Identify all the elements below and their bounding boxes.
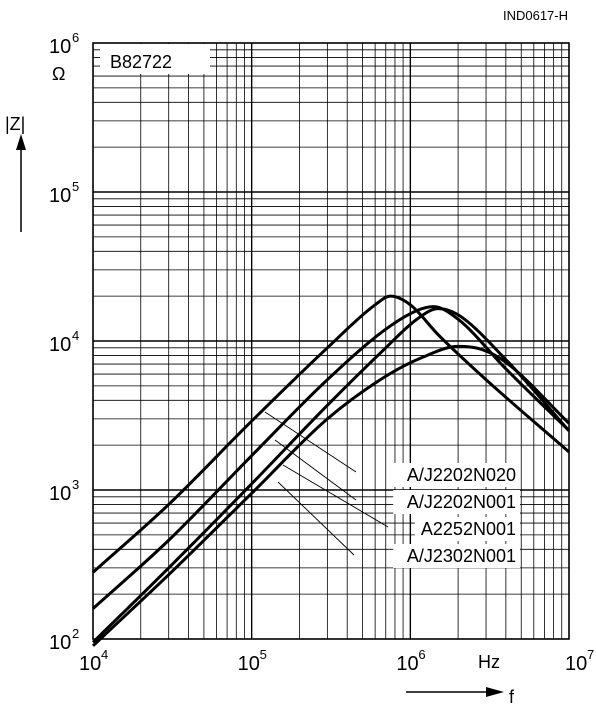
y-tick-exponent: 5 [72,179,79,194]
x-axis-label: f [509,687,515,707]
annotation-label: A/J2302N001 [407,546,516,566]
x-tick-exponent: 6 [418,647,425,662]
y-tick-label: 10 [49,185,71,207]
figure-id: IND0617-H [503,8,568,23]
y-tick-exponent: 3 [72,477,79,492]
y-tick-label: 10 [49,334,71,356]
part-number: B82722 [110,52,172,72]
x-tick-label: 10 [79,653,101,675]
x-tick-label: 10 [238,653,260,675]
y-tick-exponent: 4 [72,328,79,343]
annotation-leaders [265,412,388,555]
y-tick-label: 10 [49,483,71,505]
x-tick-exponent: 5 [260,647,267,662]
annotation-label: A2252N001 [421,519,516,539]
y-tick-exponent: 2 [72,626,79,641]
y-tick-exponent: 6 [72,30,79,45]
annotation-label: A/J2202N001 [407,492,516,512]
annotation-leader-line [283,465,388,527]
y-tick-label: 10 [49,36,71,58]
y-axis-arrow-icon [16,134,26,150]
y-axis-label: |Z| [5,114,25,134]
x-unit: Hz [478,652,500,672]
annotation-leader-line [278,482,354,555]
x-tick-label: 10 [565,653,587,675]
x-tick-label: 10 [396,653,418,675]
annotation-label: A/J2202N020 [407,465,516,485]
y-tick-label: 10 [49,632,71,654]
x-axis-arrow-icon [486,687,504,697]
y-unit: Ω [52,64,65,84]
x-tick-exponent: 7 [587,647,594,662]
x-tick-exponent: 4 [101,647,108,662]
